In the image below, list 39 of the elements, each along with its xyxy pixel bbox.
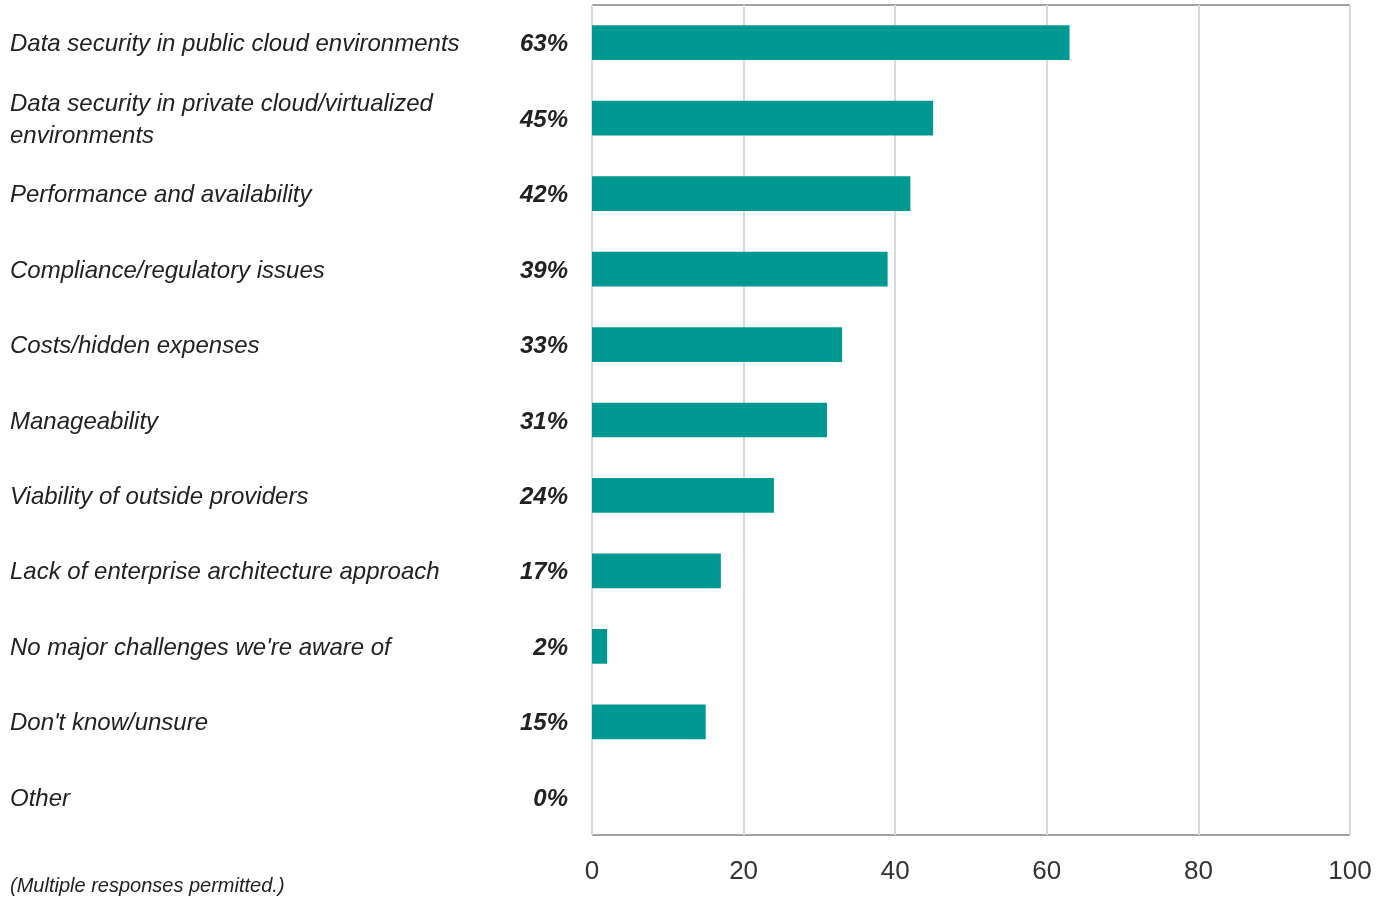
y-tick-label: Manageability (10, 406, 161, 434)
y-tick-label: Costs/hidden expenses (10, 331, 260, 359)
data-label: 33% (519, 331, 568, 359)
data-label: 0% (533, 783, 568, 811)
bar (592, 478, 774, 513)
bar (592, 402, 827, 438)
x-tick-label: 40 (880, 855, 910, 885)
text: (Multiple responses permitted.) (10, 874, 285, 896)
y-tick-label: Data security in public cloud environments (10, 29, 460, 57)
data-label: 15% (519, 708, 568, 736)
data-label: 63% (519, 29, 568, 57)
data-label: 17% (519, 557, 568, 585)
x-tick-label: 100 (1328, 855, 1372, 885)
x-tick-label: 20 (729, 855, 759, 885)
data-label: 39% (519, 255, 568, 283)
y-tick-label: Data security in private cloud/virtualized environments (10, 88, 440, 148)
bar (592, 704, 706, 740)
y-tick-label: Don't know/unsure (10, 708, 209, 736)
bar (592, 25, 1070, 61)
data-label: 2% (532, 632, 568, 660)
y-tick-label: Other (10, 783, 72, 811)
bar (592, 327, 843, 362)
data-label: 24% (518, 481, 568, 509)
y-tick-label: Viability of outside providers (10, 481, 309, 509)
data-label: 42% (518, 180, 568, 208)
bar (592, 251, 888, 287)
y-tick-label: No major challenges we're aware of (10, 632, 394, 660)
y-tick-label: Performance and availability (10, 180, 314, 208)
bar (592, 176, 911, 211)
y-tick-label: Compliance/regulatory issues (10, 255, 325, 283)
x-tick-label: 60 (1032, 855, 1062, 885)
x-tick-label: 80 (1183, 855, 1213, 885)
x-tick-label: 0 (584, 855, 600, 885)
data-label: 31% (519, 406, 568, 434)
bar (592, 629, 608, 664)
y-tick-label: Lack of enterprise architecture approach (10, 557, 440, 585)
data-label: 45% (518, 104, 568, 132)
bar (592, 553, 721, 589)
bar (592, 100, 934, 136)
